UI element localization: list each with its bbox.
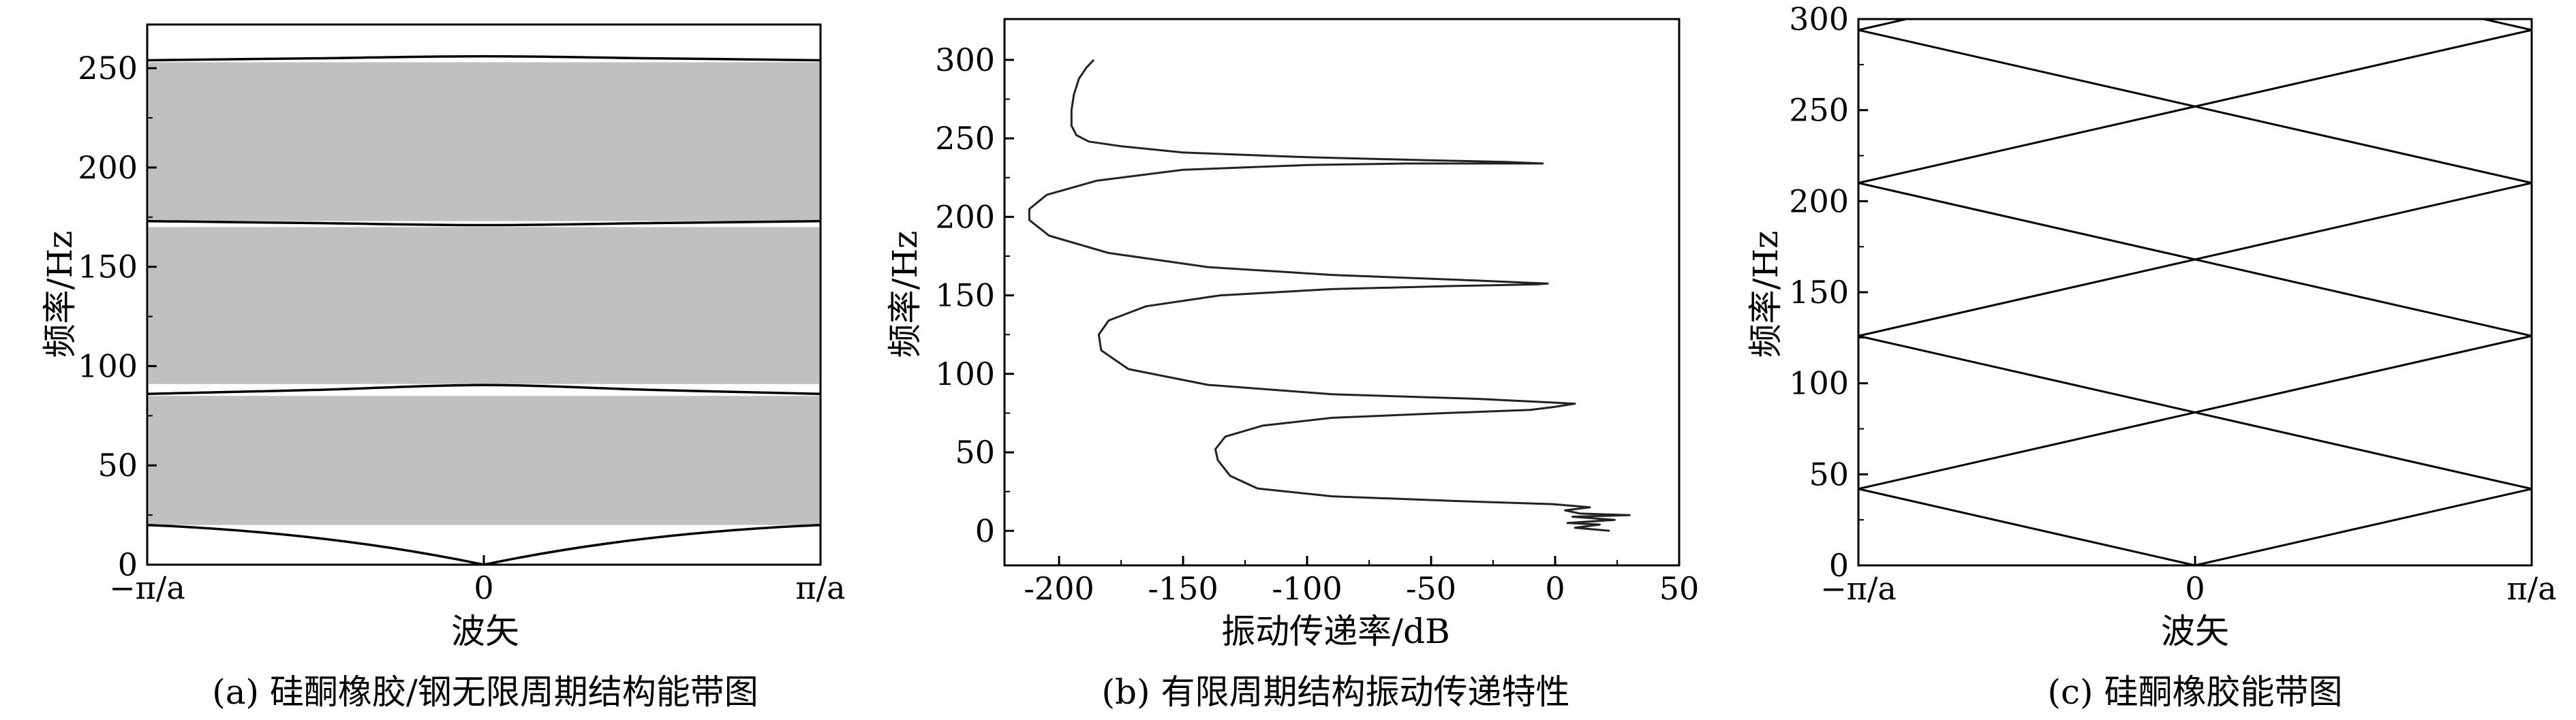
dispersion-line	[1858, 29, 2532, 185]
panel-a-ytick-label: 100	[78, 347, 138, 384]
panel-b-ytick-label: 250	[935, 120, 995, 157]
passband-region	[149, 62, 819, 221]
panel-b-xtick-label: -50	[1406, 570, 1456, 607]
panel-b-xtick-label: -150	[1148, 570, 1218, 607]
panel-a-ytick-label: 200	[78, 149, 138, 186]
panel-c-xtick-label: 0	[2185, 570, 2205, 607]
panel-a-xtick-label: −π/a	[109, 569, 185, 606]
passband-region	[149, 396, 819, 525]
panel-b-xlabel: 振动传递率/dB	[1221, 612, 1450, 651]
panel-b-ytick-label: 300	[935, 42, 995, 78]
panel-b-frame	[1003, 18, 1681, 567]
panel-b-xtick-label: -200	[1024, 570, 1094, 607]
panel-b-xtick-label: 50	[1659, 570, 1700, 607]
panel-b-xtick-label: 0	[1545, 570, 1565, 607]
panel-b-xtick-label: -100	[1272, 570, 1342, 607]
dispersion-line	[2194, 488, 2532, 565]
dispersion-line	[1858, 19, 1912, 31]
panel-b: 0 50 100 150 200 250 300 -200 -150 -100 -50 0 50 频率…	[885, 18, 1700, 712]
band-curve	[147, 54, 821, 62]
panel-a-ytick-label: 50	[97, 447, 138, 484]
panel-c-ytick-label: 0	[1829, 547, 1849, 584]
panel-b-ylabel: 频率/Hz	[885, 231, 925, 358]
panel-a-ytick-label: 0	[118, 546, 138, 583]
passband-region	[149, 227, 819, 384]
panel-b-ytick-label: 200	[935, 198, 995, 235]
band-curve	[147, 219, 821, 227]
panel-a-ytick-label: 150	[78, 249, 138, 285]
panel-a-xtick-label: π/a	[795, 569, 845, 606]
band-curve	[147, 384, 821, 396]
panel-a-caption: (a) 硅酮橡胶/钢无限周期结构能带图	[212, 672, 758, 712]
band-curve	[147, 523, 821, 565]
panel-c-ylabel: 频率/Hz	[1746, 231, 1785, 358]
panel-c-frame	[1857, 18, 2533, 567]
panel-b-ytick-label: 150	[935, 277, 995, 314]
panel-c-caption: (c) 硅酮橡胶能带图	[2048, 672, 2343, 712]
panel-c-ytick-label: 200	[1789, 183, 1849, 219]
panel-b-ytick-label: 0	[975, 512, 995, 549]
panel-a-ylabel: 频率/Hz	[40, 231, 80, 358]
panel-c-xtick-label: −π/a	[1820, 570, 1897, 607]
panel-c-ytick-label: 250	[1789, 92, 1849, 129]
dispersion-line	[2479, 19, 2532, 31]
panel-c-ytick-label: 300	[1789, 1, 1849, 37]
panel-c-ytick-label: 100	[1789, 365, 1849, 402]
dispersion-line	[1858, 334, 2532, 490]
dispersion-line	[1858, 182, 2532, 337]
panel-a-xlabel: 波矢	[451, 612, 519, 651]
dispersion-line	[1858, 488, 2196, 565]
panel-c-ytick-label: 150	[1789, 274, 1849, 311]
panel-a-xtick-label: 0	[474, 569, 493, 606]
panel-b-caption: (b) 有限周期结构振动传递特性	[1102, 672, 1570, 712]
panel-b-ytick-label: 50	[955, 434, 995, 471]
panel-b-ytick-label: 100	[935, 356, 995, 392]
panel-a-ytick-label: 250	[78, 50, 138, 87]
panel-c-ytick-label: 50	[1809, 456, 1849, 492]
transmissibility-line	[1028, 59, 1631, 532]
panel-c-xlabel: 波矢	[2161, 612, 2229, 651]
panel-c-xtick-label: π/a	[2506, 570, 2556, 607]
